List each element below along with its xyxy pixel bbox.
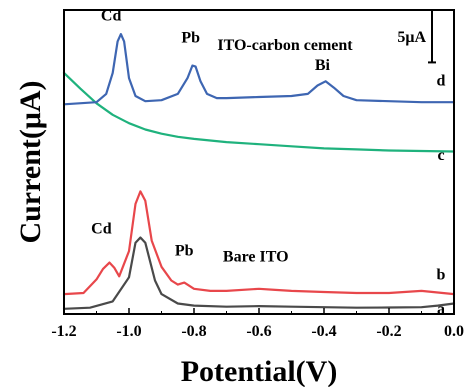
scale-bar: 5μA bbox=[397, 9, 436, 64]
x-tick-label: 0.0 bbox=[444, 323, 464, 340]
x-tick-label: -0.4 bbox=[311, 323, 336, 340]
annotation-label: Pb bbox=[181, 29, 200, 46]
annotations-layer: Cd Pb ITO-carbon cement Bi d c Cd Pb Bare ITO b a bbox=[91, 7, 445, 318]
ticks-layer: -1.2 -1.0 -0.8 -0.6 -0.4 -0.2 0.0 bbox=[51, 308, 464, 340]
annotation-label: ITO-carbon cement bbox=[217, 37, 353, 54]
x-tick-label: -0.2 bbox=[376, 323, 401, 340]
annotation-label: a bbox=[437, 301, 445, 318]
series-b-curve bbox=[62, 190, 456, 296]
annotation-label: Cd bbox=[101, 7, 122, 24]
annotation-label: Bi bbox=[315, 57, 331, 74]
annotation-label: b bbox=[437, 266, 446, 283]
series-c-curve bbox=[62, 71, 456, 153]
annotation-label: Bare ITO bbox=[223, 249, 289, 266]
y-axis-label: Current(μA) bbox=[14, 80, 47, 243]
x-tick-label: -1.2 bbox=[51, 323, 76, 340]
annotation-label: Pb bbox=[175, 242, 194, 259]
x-tick-label: -0.6 bbox=[246, 323, 271, 340]
series-d-curve bbox=[62, 33, 456, 106]
scale-bar-label: 5μA bbox=[397, 29, 426, 46]
annotation-label: c bbox=[437, 147, 444, 164]
series-a-curve bbox=[62, 236, 456, 310]
annotation-label: Cd bbox=[91, 220, 112, 237]
x-axis-label: Potential(V) bbox=[181, 355, 338, 387]
annotation-label: d bbox=[437, 72, 446, 89]
x-tick-label: -1.0 bbox=[116, 323, 141, 340]
curves-layer bbox=[62, 33, 456, 310]
x-tick-label: -0.8 bbox=[181, 323, 206, 340]
